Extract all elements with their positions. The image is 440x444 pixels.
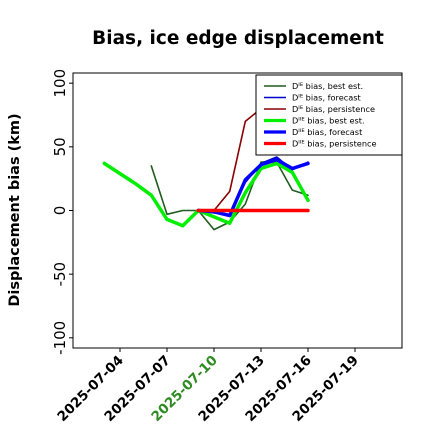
legend-box bbox=[255, 74, 403, 156]
y-tick-label: -50 bbox=[51, 262, 69, 287]
legend: Dᴵᴱ bias, best est. Dᴵᴱ bias, forecastDᴵᴱ… bbox=[255, 74, 403, 156]
series-line-5 bbox=[196, 157, 310, 218]
legend-label: Dᴵᴵᴱ bias, persistence bbox=[292, 139, 377, 149]
legend-label: Dᴵᴱ bias, persistence bbox=[292, 104, 375, 114]
y-tick-label: -100 bbox=[51, 321, 69, 355]
series-line-4 bbox=[102, 161, 310, 228]
y-tick-label: 50 bbox=[51, 137, 69, 156]
legend-label: Dᴵᴱ bias, forecast bbox=[292, 93, 362, 103]
y-tick-label: 0 bbox=[51, 206, 69, 216]
legend-label: Dᴵᴱ bias, best est. bbox=[292, 81, 363, 91]
chart-title: Bias, ice edge displacement bbox=[92, 28, 384, 49]
legend-label: Dᴵᴵᴱ bias, best est. bbox=[292, 116, 365, 126]
legend-label: Dᴵᴵᴱ bias, forecast bbox=[292, 127, 363, 137]
y-axis-label: Displacement bias (km) bbox=[7, 113, 23, 306]
y-tick-label: 100 bbox=[51, 69, 69, 98]
